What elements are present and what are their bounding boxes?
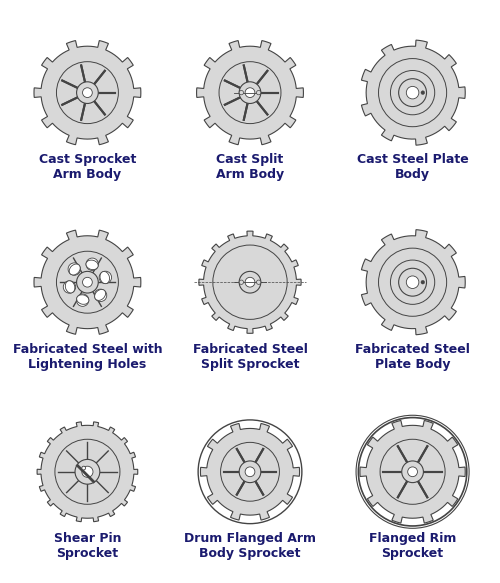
Ellipse shape	[247, 437, 275, 507]
Circle shape	[76, 82, 98, 103]
Ellipse shape	[94, 289, 106, 300]
Ellipse shape	[100, 272, 110, 284]
Polygon shape	[362, 230, 465, 335]
Circle shape	[56, 62, 118, 124]
Circle shape	[220, 442, 280, 501]
Circle shape	[378, 248, 446, 316]
Circle shape	[245, 88, 255, 97]
Text: Fabricated Steel
Plate Body: Fabricated Steel Plate Body	[355, 343, 470, 371]
Circle shape	[421, 280, 424, 284]
Circle shape	[82, 466, 86, 470]
Polygon shape	[360, 420, 465, 523]
Circle shape	[219, 62, 281, 124]
Circle shape	[82, 278, 92, 287]
Polygon shape	[34, 230, 141, 334]
Circle shape	[402, 461, 423, 483]
Circle shape	[378, 58, 446, 127]
Text: Fabricated Steel
Split Sprocket: Fabricated Steel Split Sprocket	[192, 343, 308, 371]
Ellipse shape	[86, 260, 98, 269]
Text: Drum Flanged Arm
Body Sprocket: Drum Flanged Arm Body Sprocket	[184, 532, 316, 560]
Text: Cast Sprocket
Arm Body: Cast Sprocket Arm Body	[38, 153, 136, 181]
Circle shape	[239, 271, 261, 293]
Circle shape	[64, 281, 76, 293]
Circle shape	[82, 466, 93, 477]
Ellipse shape	[76, 295, 89, 304]
Polygon shape	[34, 41, 141, 145]
Text: Cast Steel Plate
Body: Cast Steel Plate Body	[356, 153, 469, 181]
Circle shape	[408, 467, 418, 477]
Circle shape	[76, 271, 98, 293]
Polygon shape	[362, 40, 465, 145]
Circle shape	[256, 90, 261, 95]
Text: Flanged Rim
Sprocket: Flanged Rim Sprocket	[369, 532, 456, 560]
Text: Shear Pin
Sprocket: Shear Pin Sprocket	[54, 532, 121, 560]
Circle shape	[68, 263, 80, 275]
Circle shape	[75, 459, 100, 484]
Circle shape	[239, 461, 261, 483]
Circle shape	[76, 294, 89, 306]
Polygon shape	[199, 231, 301, 333]
Circle shape	[94, 289, 107, 301]
Circle shape	[256, 280, 261, 285]
Circle shape	[82, 88, 92, 97]
Circle shape	[239, 82, 261, 103]
Circle shape	[406, 276, 419, 289]
Circle shape	[245, 467, 255, 477]
Circle shape	[55, 439, 120, 504]
Circle shape	[421, 91, 424, 94]
Circle shape	[99, 271, 112, 283]
Text: Cast Split
Arm Body: Cast Split Arm Body	[216, 153, 284, 181]
Circle shape	[398, 79, 426, 107]
Ellipse shape	[66, 281, 75, 293]
Circle shape	[245, 278, 255, 287]
Circle shape	[86, 258, 99, 271]
Polygon shape	[200, 423, 300, 520]
Circle shape	[398, 268, 426, 296]
Circle shape	[213, 245, 287, 319]
Circle shape	[406, 86, 419, 99]
Circle shape	[239, 90, 244, 95]
Circle shape	[239, 280, 244, 285]
Ellipse shape	[69, 264, 80, 275]
Polygon shape	[37, 422, 138, 522]
Text: Fabricated Steel with
Lightening Holes: Fabricated Steel with Lightening Holes	[12, 343, 162, 371]
Circle shape	[56, 251, 118, 313]
Polygon shape	[196, 41, 304, 145]
Circle shape	[380, 439, 445, 504]
Ellipse shape	[225, 437, 253, 507]
